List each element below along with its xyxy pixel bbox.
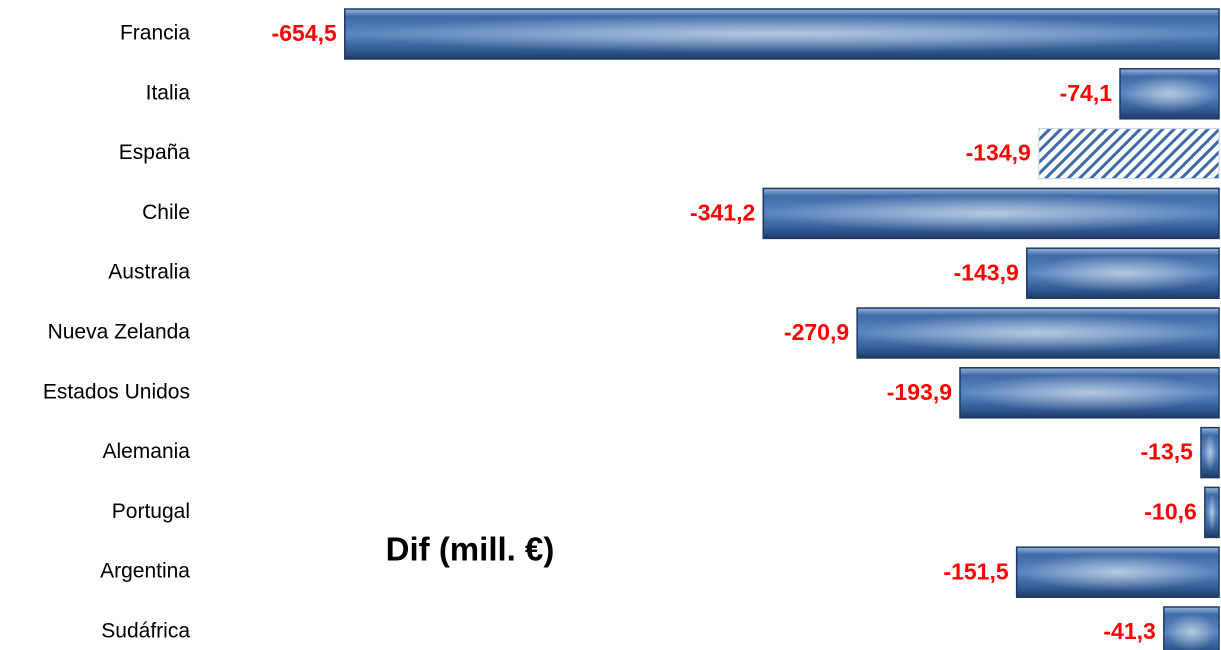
value-label: -151,5 [943, 558, 1008, 584]
bar-glow [1029, 254, 1216, 293]
category-label: Sudáfrica [101, 620, 190, 643]
category-label: España [119, 141, 191, 164]
bar-glow [1019, 553, 1216, 592]
value-label: -193,9 [887, 379, 952, 405]
bar-glow [1207, 493, 1216, 532]
value-label: -143,9 [954, 259, 1019, 285]
value-label: -10,6 [1144, 498, 1196, 524]
category-label: Italia [146, 81, 191, 104]
category-label: Portugal [112, 500, 190, 523]
bar-glow [860, 314, 1216, 352]
bar-glow [963, 373, 1216, 412]
category-label: Argentina [100, 560, 190, 583]
value-label: -41,3 [1103, 618, 1155, 644]
value-label: -270,9 [784, 319, 849, 345]
category-label: Francia [120, 22, 190, 45]
value-label: -13,5 [1141, 439, 1194, 465]
bar-glow [347, 15, 1216, 53]
bar-glow [1203, 433, 1216, 472]
bar-glow [1166, 613, 1216, 650]
bar-glow [766, 194, 1216, 233]
category-label: Australia [108, 261, 190, 284]
category-label: Nueva Zelanda [48, 321, 191, 344]
value-label: -341,2 [690, 199, 755, 225]
bar-glow [1123, 74, 1216, 113]
value-label: -654,5 [272, 20, 337, 46]
category-label: Alemania [102, 440, 190, 463]
category-label: Estados Unidos [43, 380, 190, 403]
annotation: Dif (mill. €) [386, 531, 555, 568]
value-label: -134,9 [966, 140, 1031, 166]
bar [1038, 128, 1220, 180]
value-label: -74,1 [1060, 80, 1113, 106]
category-label: Chile [142, 201, 190, 224]
